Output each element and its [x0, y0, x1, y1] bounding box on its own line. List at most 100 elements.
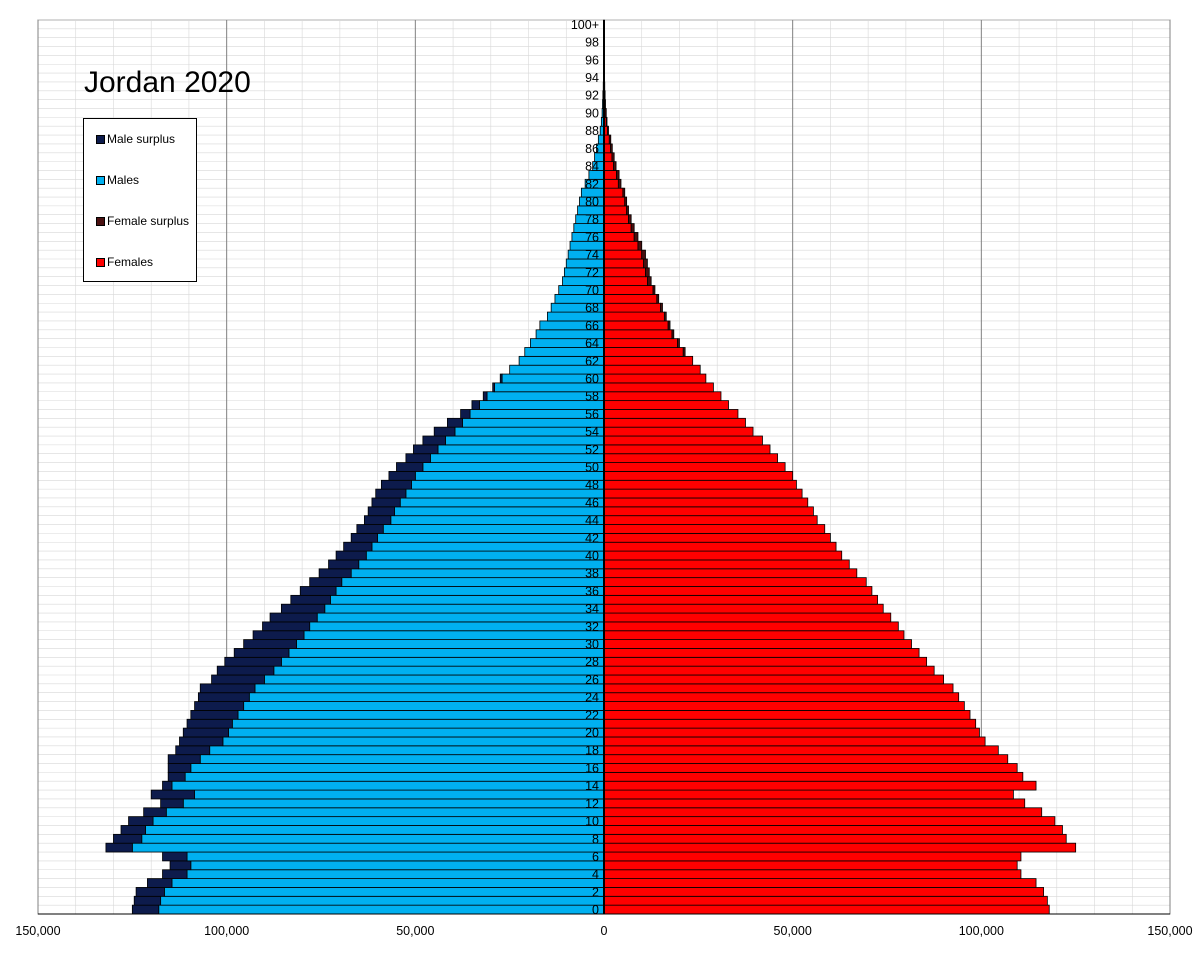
age-label: 8	[592, 832, 599, 846]
age-label: 32	[585, 620, 599, 634]
age-label: 20	[585, 726, 599, 740]
bar-male	[184, 771, 605, 782]
bar-female	[603, 586, 873, 596]
bar-female	[603, 196, 626, 207]
legend-item-female-surplus: Female surplus	[96, 214, 189, 228]
bar-female-surplus	[622, 187, 626, 198]
bar-female	[603, 816, 1056, 826]
bar-male	[296, 639, 605, 649]
bar-male	[377, 532, 605, 543]
bar-male	[141, 833, 605, 844]
bar-female	[603, 842, 1077, 853]
bar-female-surplus	[646, 276, 652, 286]
bar-male	[382, 524, 605, 534]
bar-female	[603, 745, 999, 756]
bar-female	[603, 382, 714, 393]
bar-female-surplus	[637, 240, 643, 251]
bar-male-surplus	[433, 426, 456, 437]
bar-male	[454, 426, 605, 437]
bar-female	[603, 603, 884, 614]
age-label: 96	[585, 53, 599, 67]
bar-male-surplus	[388, 471, 416, 481]
bar-male-surplus	[182, 727, 229, 738]
age-label: 34	[585, 602, 599, 616]
bar-male	[160, 895, 605, 906]
bar-male	[164, 887, 605, 897]
bar-female	[603, 178, 619, 189]
bar-male-surplus	[405, 453, 431, 463]
bar-female-surplus	[606, 125, 609, 136]
bar-female	[603, 568, 858, 579]
bar-male	[399, 497, 605, 508]
bar-male	[462, 417, 605, 428]
bar-female	[603, 391, 722, 402]
bar-male-surplus	[186, 718, 233, 729]
bar-male	[280, 656, 605, 667]
bar-female-surplus	[641, 249, 646, 260]
age-label: 36	[585, 584, 599, 598]
bar-male-surplus	[162, 851, 188, 862]
chart-title: Jordan 2020	[84, 66, 251, 99]
bar-female	[603, 630, 905, 641]
x-tick-labels: 150,000 100,000 50,000 0 50,000 100,000 150,00…	[15, 924, 1192, 938]
bar-male-surplus	[380, 479, 412, 490]
age-label: 58	[585, 390, 599, 404]
bar-male	[365, 550, 605, 561]
bar-female	[603, 559, 850, 570]
bar-female	[603, 488, 803, 499]
bar-male	[194, 789, 605, 800]
x-tick-label: 0	[601, 924, 608, 938]
bar-female	[603, 240, 639, 251]
bar-male-surplus	[243, 639, 297, 649]
bar-female	[603, 267, 646, 278]
bar-female-surplus	[645, 267, 650, 278]
age-label: 22	[585, 708, 599, 722]
bar-male	[273, 665, 605, 676]
bar-male-surplus	[199, 683, 256, 694]
bar-male-surplus	[216, 665, 275, 676]
bar-male	[405, 488, 605, 499]
age-label: 62	[585, 354, 599, 368]
legend-item-females: Females	[96, 255, 153, 269]
bar-male-surplus	[147, 878, 173, 888]
bar-female	[603, 373, 707, 384]
bar-male-surplus	[120, 825, 146, 835]
bar-female	[603, 674, 945, 685]
bar-male-surplus	[175, 745, 211, 756]
bar-male-surplus	[105, 842, 133, 853]
bar-male	[243, 701, 605, 711]
bar-male	[263, 674, 605, 685]
bar-male	[237, 710, 605, 720]
bar-male-surplus	[280, 603, 326, 614]
bar-male	[222, 736, 605, 747]
bar-female	[603, 532, 831, 543]
bar-male-surplus	[179, 736, 224, 747]
bar-female-surplus	[677, 338, 680, 348]
bar-female	[603, 541, 837, 552]
bar-female	[603, 639, 912, 649]
bar-female	[603, 258, 645, 269]
age-label: 6	[592, 850, 599, 864]
bar-male	[358, 559, 605, 570]
age-label: 84	[585, 160, 599, 174]
bar-male-surplus	[169, 860, 192, 871]
legend-label-males: Males	[107, 173, 140, 187]
age-label: 86	[585, 142, 599, 156]
bar-female-surplus	[613, 161, 617, 171]
age-labels: 0246810121416182022242628303234363840424…	[571, 18, 599, 917]
bar-male	[199, 754, 605, 764]
bar-female-surplus	[611, 152, 615, 163]
bar-female	[603, 665, 935, 676]
bar-male	[371, 541, 605, 552]
age-label: 88	[585, 124, 599, 138]
bar-male	[248, 692, 605, 702]
age-label: 12	[585, 797, 599, 811]
age-label: 78	[585, 213, 599, 227]
age-label: 100+	[571, 18, 599, 32]
bar-female	[603, 825, 1063, 835]
bar-male-surplus	[224, 656, 282, 667]
bar-male-surplus	[162, 869, 188, 879]
bar-male	[390, 515, 605, 525]
bar-male	[394, 506, 605, 517]
